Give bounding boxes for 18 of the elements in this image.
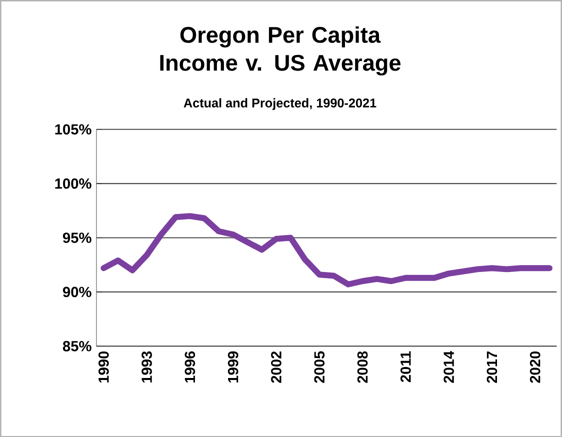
x-tick-label: 2002	[271, 351, 282, 383]
x-tick-label: 1999	[228, 351, 238, 382]
x-tick-label: 2011	[400, 351, 411, 382]
x-tick-label: 2017	[486, 351, 498, 383]
x-tick-label: 2020	[530, 351, 540, 383]
chart-title: Oregon Per Capita Income v. US Average	[160, 26, 401, 76]
x-tick-label: 2014	[444, 350, 454, 383]
y-tick-label: 100%	[55, 178, 92, 189]
y-tick-label: 90%	[62, 286, 92, 298]
x-tick-label: 1993	[142, 351, 152, 382]
x-tick-label: 1996	[184, 351, 196, 382]
x-tick-label: 1990	[98, 351, 109, 382]
x-tick-label: 2008	[357, 351, 368, 383]
chart-subtitle: Actual and Projected, 1990-2021	[184, 98, 376, 110]
y-tick-label: 95%	[62, 232, 92, 243]
x-tick-label: 2005	[314, 351, 325, 383]
y-tick-label: 85%	[62, 340, 92, 352]
y-tick-label: 105%	[55, 124, 92, 134]
